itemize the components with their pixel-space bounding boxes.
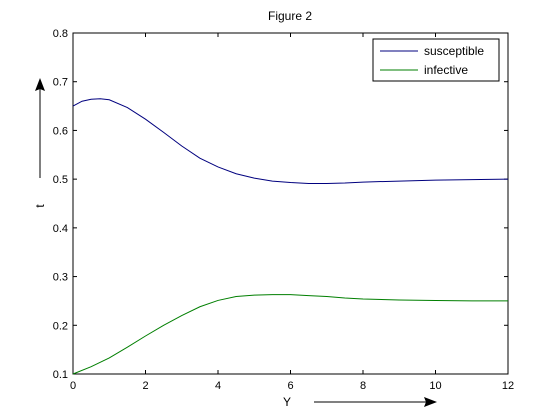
x-tick-label: 0 — [70, 380, 76, 392]
y-tick-label: 0.3 — [53, 272, 68, 284]
y-tick-label: 0.8 — [53, 28, 68, 40]
x-tick-label: 4 — [215, 380, 221, 392]
x-tick-label: 6 — [287, 380, 293, 392]
y-direction-arrow — [35, 78, 45, 178]
axis-ticks: 0 2 4 6 8 10 12 0.1 0.2 0.3 0.4 0.5 0.6 0.7 0.8 — [53, 28, 514, 392]
y-tick-label: 0.4 — [53, 223, 68, 235]
legend-box — [372, 38, 500, 82]
legend-label-infective: infective — [424, 63, 468, 77]
chart-title: Figure 2 — [268, 9, 312, 23]
legend-label-susceptible: susceptible — [424, 44, 484, 58]
legend: susceptible infective — [372, 38, 500, 82]
x-direction-arrow — [314, 397, 437, 407]
y-tick-label: 0.1 — [53, 369, 68, 381]
series-line-infective — [72, 294, 508, 375]
x-tick-label: 12 — [502, 380, 514, 392]
series-line-susceptible — [72, 98, 509, 185]
y-axis-label: t — [33, 204, 47, 208]
y-tick-label: 0.2 — [53, 320, 68, 332]
x-tick-label: 8 — [360, 380, 366, 392]
y-tick-label: 0.5 — [53, 174, 68, 186]
x-tick-label: 2 — [142, 380, 148, 392]
x-axis-label: Y — [283, 395, 291, 409]
x-tick-label: 10 — [429, 380, 441, 392]
series-layer — [72, 98, 509, 375]
y-tick-label: 0.7 — [53, 77, 68, 89]
y-tick-label: 0.6 — [53, 125, 68, 137]
